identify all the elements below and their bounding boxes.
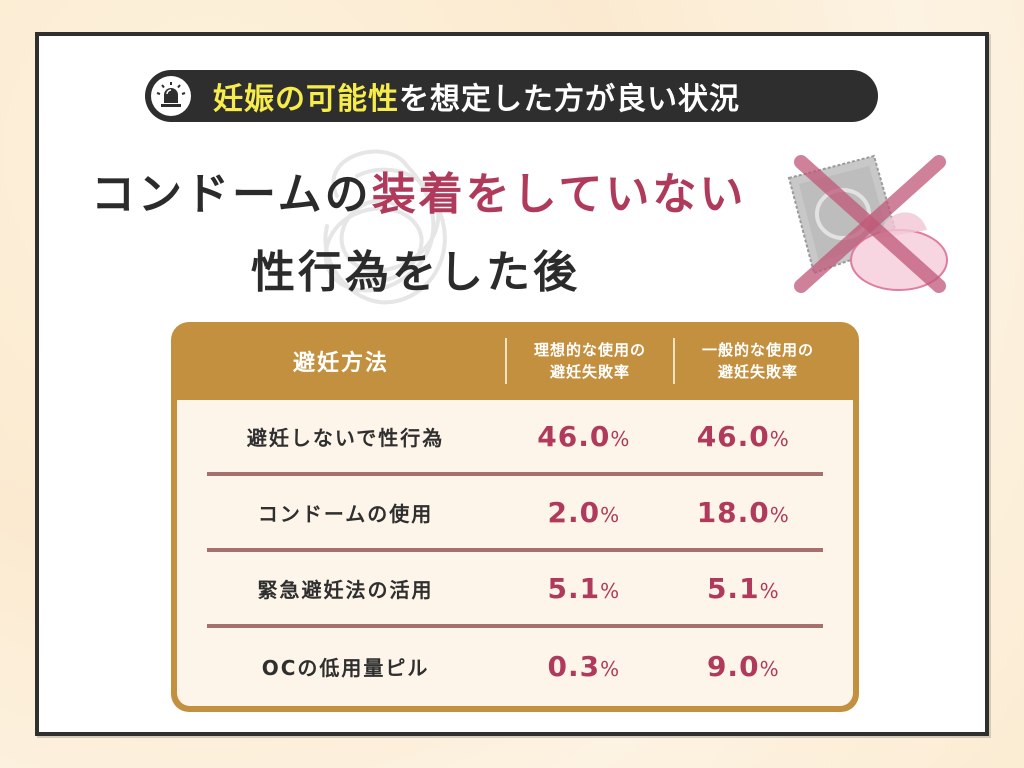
typical-rate-cell: 46.0% [696,419,790,453]
header-method: 避妊方法 [292,351,389,376]
siren-icon [151,76,191,116]
scribble-decoration [323,149,447,305]
ideal-rate-cell: 46.0% [537,419,631,453]
ideal-rate-cell: 5.1% [547,571,621,605]
table-header: 避妊方法 理想的な使用の 避妊失敗率 一般的な使用の 避妊失敗率 [177,322,853,400]
method-cell: OCの低用量ピル [261,655,430,680]
table-row: OCの低用量ピル 0.3% 9.0% [207,628,823,704]
method-cell: 緊急避妊法の活用 [257,577,434,602]
typical-rate-cell: 9.0% [706,649,780,683]
banner-title: 妊娠の可能性を想定した方が良い状況 [213,74,740,118]
header-ideal-line2: 避妊失敗率 [549,363,630,381]
method-cell: コンドームの使用 [257,501,434,526]
situation-banner: 妊娠の可能性を想定した方が良い状況 [145,70,878,122]
table-row: 避妊しないで性行為 46.0% 46.0% [207,400,823,476]
header-divider [673,338,675,384]
banner-rest: を想定した方が良い状況 [399,82,740,117]
headline-prefix: コンドームの [91,169,372,220]
header-ideal-rate: 理想的な使用の 避妊失敗率 [507,339,673,383]
header-ideal-line1: 理想的な使用の [533,341,646,359]
banner-highlight: 妊娠の可能性 [213,82,399,117]
headline-line-2: 性行為をした後 [251,247,580,298]
header-typical-line1: 一般的な使用の [701,341,814,359]
typical-rate-cell: 18.0% [696,495,790,529]
headline-accent: 装着をしていない [371,169,747,220]
header-typical-line2: 避妊失敗率 [717,363,798,381]
typical-rate-cell: 5.1% [706,571,780,605]
ideal-rate-cell: 2.0% [547,495,621,529]
table-row: 緊急避妊法の活用 5.1% 5.1% [207,552,823,628]
condom-crossed-out-icon [787,154,948,293]
headline-line-1: コンドームの装着をしていない [91,158,746,222]
header-divider [505,338,507,384]
table-body: 避妊しないで性行為 46.0% 46.0% コンドームの使用 2.0% 18.0… [177,400,853,706]
header-typical-rate: 一般的な使用の 避妊失敗率 [675,339,841,383]
card-frame: 妊娠の可能性を想定した方が良い状況 コンドームの装着をしていない 性行為をした後… [35,32,989,736]
table-row: コンドームの使用 2.0% 18.0% [207,476,823,552]
ideal-rate-cell: 0.3% [547,649,621,683]
failure-rate-table: 避妊方法 理想的な使用の 避妊失敗率 一般的な使用の 避妊失敗率 避妊しないで性… [171,322,859,712]
method-cell: 避妊しないで性行為 [246,425,445,450]
